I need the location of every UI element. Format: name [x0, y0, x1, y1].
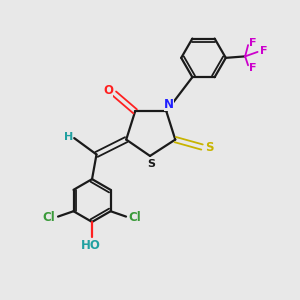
Text: O: O	[103, 84, 113, 97]
Text: S: S	[148, 159, 155, 169]
Text: F: F	[249, 38, 256, 48]
Text: S: S	[205, 141, 214, 154]
Text: Cl: Cl	[129, 211, 141, 224]
Text: N: N	[164, 98, 174, 111]
Text: F: F	[260, 46, 267, 56]
Text: F: F	[249, 63, 256, 73]
Text: Cl: Cl	[43, 211, 56, 224]
Text: H: H	[64, 132, 74, 142]
Text: HO: HO	[81, 239, 100, 252]
